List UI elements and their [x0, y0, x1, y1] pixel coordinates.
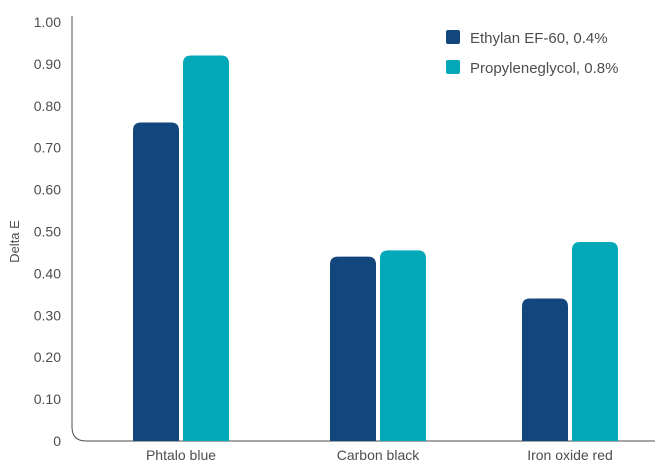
x-category-label: Carbon black: [337, 447, 420, 463]
y-axis-title-group: Delta E: [7, 220, 22, 263]
y-tick-label: 0.20: [34, 349, 61, 365]
legend-swatch: [446, 60, 460, 74]
y-axis-title: Delta E: [7, 220, 22, 263]
y-tick-label: 0.80: [34, 98, 61, 114]
bar-2-2: [380, 250, 426, 441]
y-tick-label: 1.00: [34, 14, 61, 30]
bars: [133, 55, 618, 442]
y-tick-labels: 0 0.10 0.20 0.30 0.40 0.50 0.60 0.70 0.80 0.90 1.0…: [34, 14, 61, 449]
bar-2-3: [572, 241, 618, 441]
bar-2-1: [183, 55, 229, 442]
y-tick-label: 0.40: [34, 265, 61, 281]
y-tick-label: 0.70: [34, 140, 61, 156]
x-category-label: Phtalo blue: [146, 447, 216, 463]
y-tick-label: 0.10: [34, 391, 61, 407]
bar-1-3: [522, 298, 568, 441]
y-tick-label: 0.50: [34, 224, 61, 240]
y-tick-label: 0.60: [34, 182, 61, 198]
legend-label: Ethylan EF-60, 0.4%: [470, 30, 608, 47]
x-category-label: Iron oxide red: [527, 447, 613, 463]
y-tick-label: 0: [53, 433, 61, 449]
bar-1-2: [330, 256, 376, 441]
legend: Ethylan EF-60, 0.4% Propyleneglycol, 0.8%: [446, 30, 618, 77]
y-tick-label: 0.90: [34, 56, 61, 72]
legend-label: Propyleneglycol, 0.8%: [470, 60, 618, 77]
category-labels: Phtalo blue Carbon black Iron oxide red: [146, 447, 613, 463]
axis-lines: [71, 16, 655, 442]
legend-swatch: [446, 30, 460, 44]
bar-1-1: [133, 122, 179, 441]
y-tick-label: 0.30: [34, 307, 61, 323]
